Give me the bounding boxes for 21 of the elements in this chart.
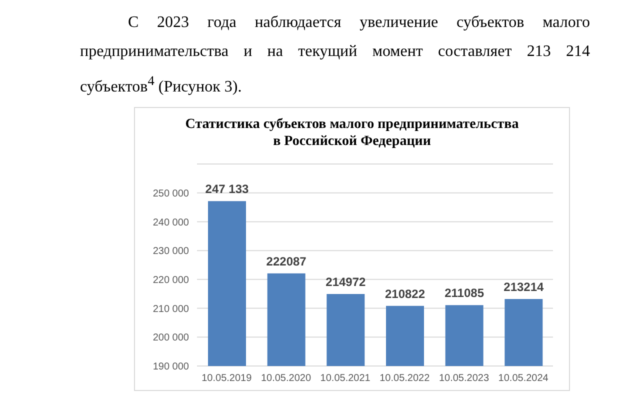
data-label: 247 133 [205, 182, 250, 196]
data-label: 210822 [384, 287, 426, 302]
y-tick-label: 240 000 [152, 218, 190, 229]
y-tick-label: 210 000 [152, 304, 190, 316]
text: С 2023 года наблюдается увеличение субъектов малого предпринимательства и на текущий момент составляет 213 214 субъектов$^{4}$ (Рисунок 3). [80, 13, 590, 98]
y-tick-label: 200 000 [152, 333, 190, 344]
x-tick-label: 10.05.2019 [202, 373, 252, 384]
y-tick-label: 250 000 [152, 188, 190, 200]
data-label: 213214 [504, 280, 544, 294]
chart-title: Статистика субъектов малого предпринимательства в Российской Федерации [184, 116, 520, 150]
data-label: 214972 [326, 275, 366, 290]
x-tick-label: 10.05.2020 [260, 373, 312, 384]
x-tick-label: 10.05.2022 [380, 373, 430, 384]
x-tick-label: 10.05.2021 [320, 373, 371, 384]
x-tick-label: 10.05.2024 [498, 373, 549, 384]
x-tick-label: 10.05.2023 [438, 373, 490, 384]
y-tick-label: 230 000 [152, 246, 190, 258]
y-tick-label: 220 000 [152, 275, 190, 286]
data-label: 211085 [444, 286, 484, 300]
data-label: 222087 [266, 254, 307, 269]
y-tick-label: 190 000 [152, 362, 190, 373]
